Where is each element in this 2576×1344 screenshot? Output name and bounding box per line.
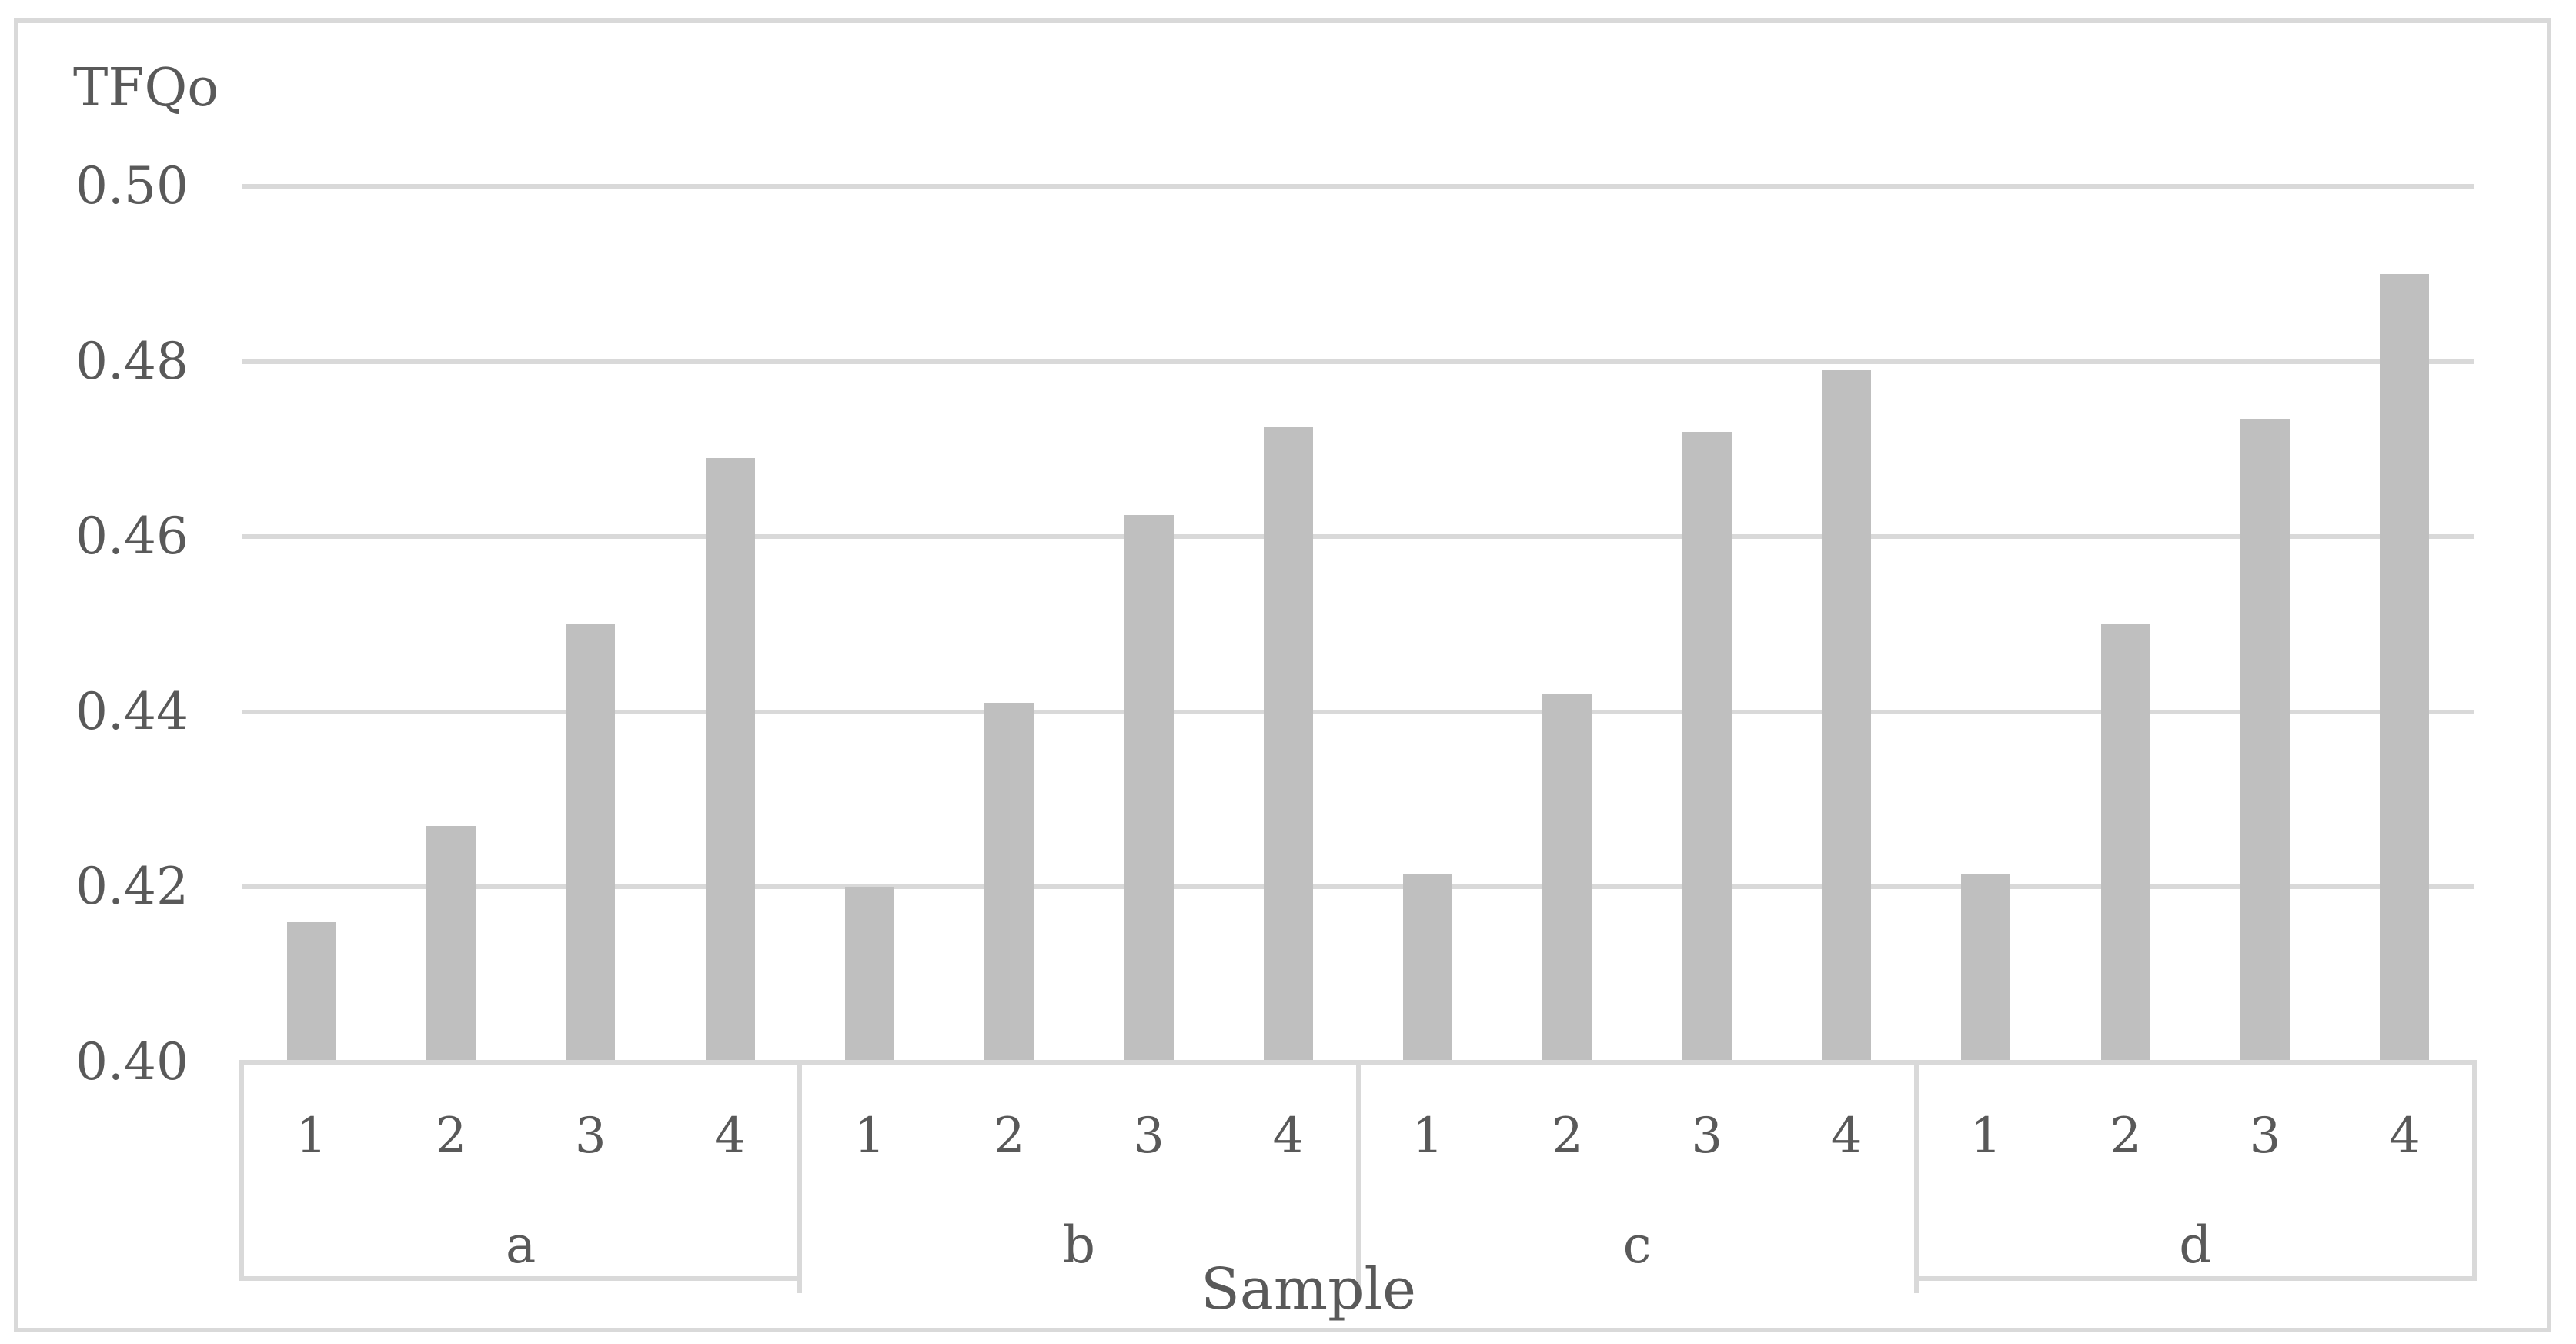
bar-c-4 [1822,369,1872,1062]
x-category-label: 2 [1552,1108,1583,1165]
gridline [242,359,2474,364]
gridline [242,184,2474,189]
category-table-border [2472,1060,2477,1281]
group-separator [1355,1060,1361,1293]
x-category-label: 2 [435,1108,467,1165]
bar-c-2 [1542,694,1592,1062]
bar-c-3 [1682,431,1732,1062]
bar-a-2 [426,825,476,1062]
x-category-label: 4 [714,1108,746,1165]
x-category-label: 3 [1133,1108,1164,1165]
figure-border [14,18,2551,1332]
x-group-label-a: a [505,1215,536,1275]
x-category-label: 1 [1970,1108,2002,1165]
bar-d-2 [2100,624,2150,1062]
x-category-label: 3 [1691,1108,1723,1165]
y-tick-label: 0.48 [75,331,189,391]
y-tick-label: 0.42 [75,857,189,917]
x-group-label-c: c [1622,1215,1652,1275]
x-category-label: 2 [993,1108,1025,1165]
x-category-label: 3 [574,1108,606,1165]
bar-b-1 [844,887,894,1062]
bar-a-4 [705,457,755,1062]
x-category-label: 3 [2249,1108,2281,1165]
y-tick-label: 0.50 [75,156,189,216]
x-category-label: 1 [854,1108,886,1165]
bar-d-1 [1961,874,2011,1062]
bar-b-3 [1124,514,1174,1062]
y-tick-label: 0.40 [75,1032,189,1092]
bar-b-4 [1263,426,1313,1062]
bar-d-4 [2380,273,2430,1062]
y-axis-title: TFQo [73,58,219,119]
y-tick-label: 0.44 [75,681,189,741]
y-tick-label: 0.46 [75,507,189,567]
x-group-label-b: b [1062,1215,1095,1275]
x-category-label: 4 [1272,1108,1305,1165]
gridline [242,884,2474,890]
group-separator [797,1060,803,1293]
gridline [242,534,2474,540]
bar-a-3 [566,624,616,1062]
x-axis-title: Sample [1201,1256,1416,1322]
x-category-label: 1 [296,1108,328,1165]
x-group-label-d: d [2179,1215,2212,1275]
table-bottom-border [1916,1276,2474,1281]
category-table-border [239,1060,244,1281]
x-category-label: 1 [1412,1108,1444,1165]
x-category-label: 4 [1830,1108,1863,1165]
bar-b-2 [984,703,1034,1062]
x-category-label: 4 [2388,1108,2421,1165]
gridline [242,709,2474,714]
group-separator [1913,1060,1919,1293]
table-bottom-border [242,1276,800,1281]
x-category-label: 2 [2110,1108,2142,1165]
bar-c-1 [1403,874,1453,1062]
bar-a-1 [286,921,336,1062]
bar-d-3 [2240,418,2290,1062]
